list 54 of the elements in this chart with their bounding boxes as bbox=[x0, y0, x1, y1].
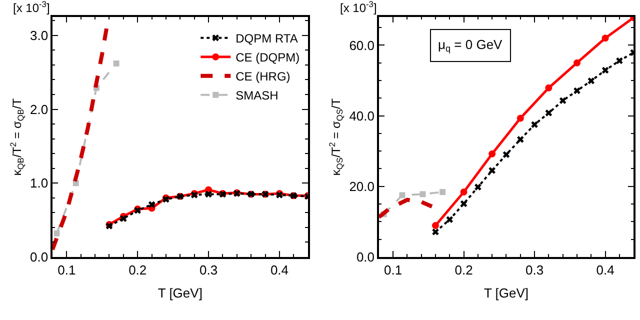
text: [x 10$^{-3}$] bbox=[13, 0, 50, 16]
point bbox=[432, 222, 439, 230]
point bbox=[588, 77, 595, 84]
point bbox=[545, 110, 552, 116]
x-tick-label: 0.2 bbox=[128, 262, 147, 278]
y-tick-label: 40.0 bbox=[349, 108, 375, 124]
point bbox=[488, 167, 496, 174]
legend-label: CE (HRG) bbox=[236, 70, 290, 84]
x-axis-title: T [GeV] bbox=[158, 285, 202, 300]
legend-label: SMASH bbox=[236, 88, 278, 103]
x-tick-label: 0.3 bbox=[526, 262, 544, 278]
x-tick-label: 0.1 bbox=[58, 262, 76, 278]
x-tick-label: 0.2 bbox=[454, 262, 473, 278]
y-tick-label: 0.0 bbox=[30, 250, 48, 265]
point bbox=[545, 84, 552, 92]
point bbox=[113, 60, 120, 66]
point bbox=[432, 228, 439, 236]
point bbox=[460, 188, 468, 196]
point bbox=[488, 150, 496, 158]
x-tick-label: 0.4 bbox=[596, 262, 614, 278]
point bbox=[54, 230, 60, 236]
y-tick-label: 0.0 bbox=[356, 250, 375, 265]
point bbox=[531, 121, 538, 128]
point bbox=[474, 184, 482, 190]
x-axis-title: T [GeV] bbox=[484, 285, 529, 300]
point bbox=[120, 215, 127, 222]
legend-label: CE (DQPM) bbox=[236, 50, 300, 65]
point bbox=[602, 66, 609, 74]
point bbox=[446, 216, 454, 223]
point bbox=[399, 192, 406, 198]
point bbox=[460, 200, 468, 208]
text: [x 10$^{-3}$] bbox=[340, 0, 377, 16]
x-tick-label: 0.1 bbox=[384, 262, 402, 278]
point bbox=[559, 97, 566, 104]
point bbox=[205, 190, 212, 198]
point bbox=[602, 34, 609, 42]
point bbox=[148, 201, 156, 208]
y-tick-label: 2.0 bbox=[30, 102, 48, 117]
x-tick-label: 0.4 bbox=[270, 262, 289, 278]
legend-label: DQPM RTA bbox=[236, 32, 298, 46]
point bbox=[420, 191, 426, 198]
point bbox=[574, 59, 580, 66]
annotation: μ$_{q}$ = 0 GeV bbox=[438, 37, 503, 54]
point bbox=[516, 114, 524, 122]
y-tick-label: 1.0 bbox=[30, 176, 48, 191]
line-series bbox=[378, 198, 434, 220]
point bbox=[516, 136, 524, 143]
point bbox=[440, 189, 446, 196]
x-tick-label: 0.3 bbox=[199, 262, 218, 278]
y-tick-label: 3.0 bbox=[30, 28, 48, 43]
y-tick-label: 60.0 bbox=[349, 38, 375, 53]
point bbox=[616, 57, 623, 64]
point bbox=[502, 151, 510, 158]
y-tick-label: 20.0 bbox=[349, 178, 375, 194]
